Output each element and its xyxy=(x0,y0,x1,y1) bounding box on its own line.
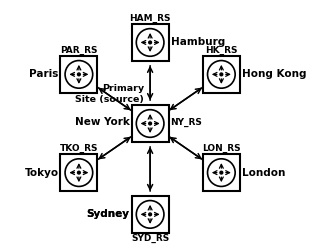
Circle shape xyxy=(78,171,80,174)
Text: London: London xyxy=(242,168,285,178)
Circle shape xyxy=(78,73,80,76)
Bar xyxy=(132,196,169,233)
Bar xyxy=(203,154,240,191)
Text: PAR_RS: PAR_RS xyxy=(60,46,98,55)
Circle shape xyxy=(149,41,151,44)
Circle shape xyxy=(136,110,164,137)
Circle shape xyxy=(65,159,93,186)
Text: Tokyo: Tokyo xyxy=(24,168,58,178)
Circle shape xyxy=(136,29,164,56)
Bar xyxy=(132,105,169,142)
Text: HK_RS: HK_RS xyxy=(205,46,238,55)
Bar xyxy=(61,56,97,93)
Text: Hong Kong: Hong Kong xyxy=(242,69,306,79)
Text: NY_RS: NY_RS xyxy=(171,118,203,127)
Bar xyxy=(132,24,169,61)
Circle shape xyxy=(149,213,151,216)
Text: Primary
Site (source): Primary Site (source) xyxy=(75,84,144,104)
Text: TKO_RS: TKO_RS xyxy=(60,144,98,153)
Circle shape xyxy=(65,61,93,88)
Text: New York: New York xyxy=(75,117,130,127)
Circle shape xyxy=(136,201,164,228)
Text: Paris: Paris xyxy=(29,69,58,79)
Text: Hamburg: Hamburg xyxy=(171,38,225,47)
Circle shape xyxy=(208,159,235,186)
Text: SYD_RS: SYD_RS xyxy=(131,234,169,243)
Text: Sydney: Sydney xyxy=(87,209,130,219)
Circle shape xyxy=(208,61,235,88)
Text: Sydney: Sydney xyxy=(87,209,130,219)
Text: HAM_RS: HAM_RS xyxy=(129,14,171,23)
Circle shape xyxy=(220,73,223,76)
Bar xyxy=(203,56,240,93)
Circle shape xyxy=(220,171,223,174)
Bar xyxy=(61,154,97,191)
Text: LON_RS: LON_RS xyxy=(202,144,241,153)
Circle shape xyxy=(149,122,151,125)
